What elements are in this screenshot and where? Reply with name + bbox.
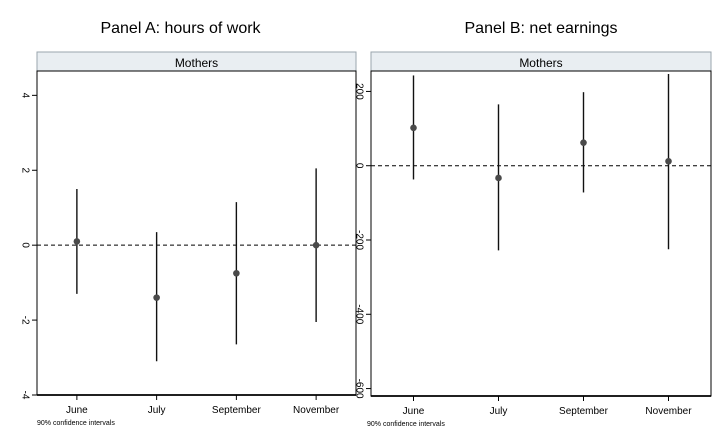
- panel-a-title: Panel A: hours of work: [100, 20, 261, 37]
- panel-a-x-tick-label-2: September: [212, 405, 262, 416]
- panel-b-title: Panel B: net earnings: [464, 20, 618, 37]
- panel-a-y-tick-label-0: 0: [20, 242, 31, 248]
- panel-b-x-tick-label-1: July: [490, 406, 508, 417]
- panel-a: Panel A: hours of work Mothers -4 -2 0 2 4 Jun…: [20, 20, 357, 427]
- panel-b-y-tick-label--600: -600: [354, 379, 365, 399]
- panel-a-point-2: [233, 269, 240, 277]
- panel-a-chart: Mothers -4 -2 0 2 4 June July September November 9…: [20, 51, 357, 427]
- panel-b-plot-frame: [370, 70, 712, 397]
- panel-b-chart-title: Mothers: [519, 56, 562, 70]
- panel-a-y-tick-label--2: -2: [20, 316, 31, 325]
- panel-a-x-tick-label-3: November: [293, 405, 340, 416]
- panel-a-y-tick-label-4: 4: [20, 93, 31, 99]
- panel-a-point-3: [312, 241, 320, 249]
- panel-b-y-tick-label--400: -400: [354, 304, 365, 324]
- panel-a-plot-frame: [36, 70, 357, 396]
- panel-a-point-1: [153, 294, 160, 301]
- panel-b-point-0: [410, 124, 417, 132]
- panel-b-chart: Mothers -600 -400 -200 0 200 June July September…: [354, 51, 712, 428]
- panel-b-x-tick-label-2: September: [559, 406, 609, 417]
- panel-b-note: 90% confidence intervals: [367, 421, 445, 428]
- panel-b: Panel B: net earnings Mothers -600 -400 -20…: [354, 0, 721, 435]
- panel-a-x-tick-label-1: July: [148, 405, 166, 416]
- panel-b-point-3: [665, 157, 672, 165]
- panel-b-y-tick-label-0: 0: [354, 163, 365, 169]
- panel-b-x-tick-label-3: November: [645, 406, 692, 417]
- panel-b-x-tick-label-0: June: [403, 406, 425, 417]
- panel-b-y-tick-label-200: 200: [354, 83, 365, 100]
- panel-b-y-tick-label--200: -200: [354, 230, 365, 250]
- panel-b-point-1: [495, 174, 502, 182]
- panel-a-chart-title: Mothers: [175, 56, 218, 70]
- panel-a-point-0: [73, 238, 81, 245]
- panel-a-y-tick-label-2: 2: [20, 167, 31, 173]
- panel-a-y-tick-label--4: -4: [20, 391, 31, 400]
- panel-a-x-tick-label-0: June: [66, 405, 88, 416]
- panel-a-note: 90% confidence intervals: [37, 420, 115, 427]
- panel-b-point-2: [580, 139, 587, 146]
